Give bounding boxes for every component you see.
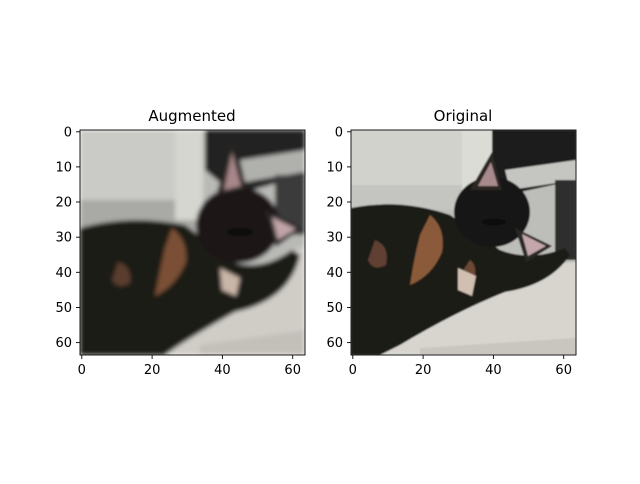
y-tick-label: 0 [64,126,72,141]
y-tick-label: 30 [55,231,72,246]
y-tick-label: 50 [326,301,343,316]
y-axis: 0 10 20 30 40 50 60 [55,126,80,351]
y-tick-label: 0 [335,126,343,141]
y-tick-label: 40 [55,266,72,281]
y-tick-label: 10 [55,161,72,176]
panel-title: Augmented [148,107,235,125]
y-tick-label: 60 [55,336,72,351]
x-tick-label: 20 [144,363,161,378]
x-tick-label: 60 [284,363,301,378]
panel-original: Original [326,107,577,378]
x-tick-label: 20 [415,363,432,378]
x-axis: 0 20 40 60 [349,355,572,378]
y-tick-label: 40 [326,266,343,281]
y-tick-label: 20 [326,196,343,211]
panel-title: Original [434,107,493,125]
axes-frame [79,129,306,356]
y-tick-label: 20 [55,196,72,211]
panel-augmented: Augmented [55,107,306,378]
y-tick-label: 30 [326,231,343,246]
y-tick-label: 10 [326,161,343,176]
x-tick-label: 0 [78,363,86,378]
x-tick-label: 40 [214,363,231,378]
y-tick-label: 50 [55,301,72,316]
x-tick-label: 60 [555,363,572,378]
cat-image [80,130,305,355]
cat-image [351,130,576,355]
x-axis: 0 20 40 60 [78,355,301,378]
axes-frame [350,129,577,356]
x-tick-label: 0 [349,363,357,378]
y-tick-label: 60 [326,336,343,351]
x-tick-label: 40 [485,363,502,378]
y-axis: 0 10 20 30 40 50 60 [326,126,351,351]
